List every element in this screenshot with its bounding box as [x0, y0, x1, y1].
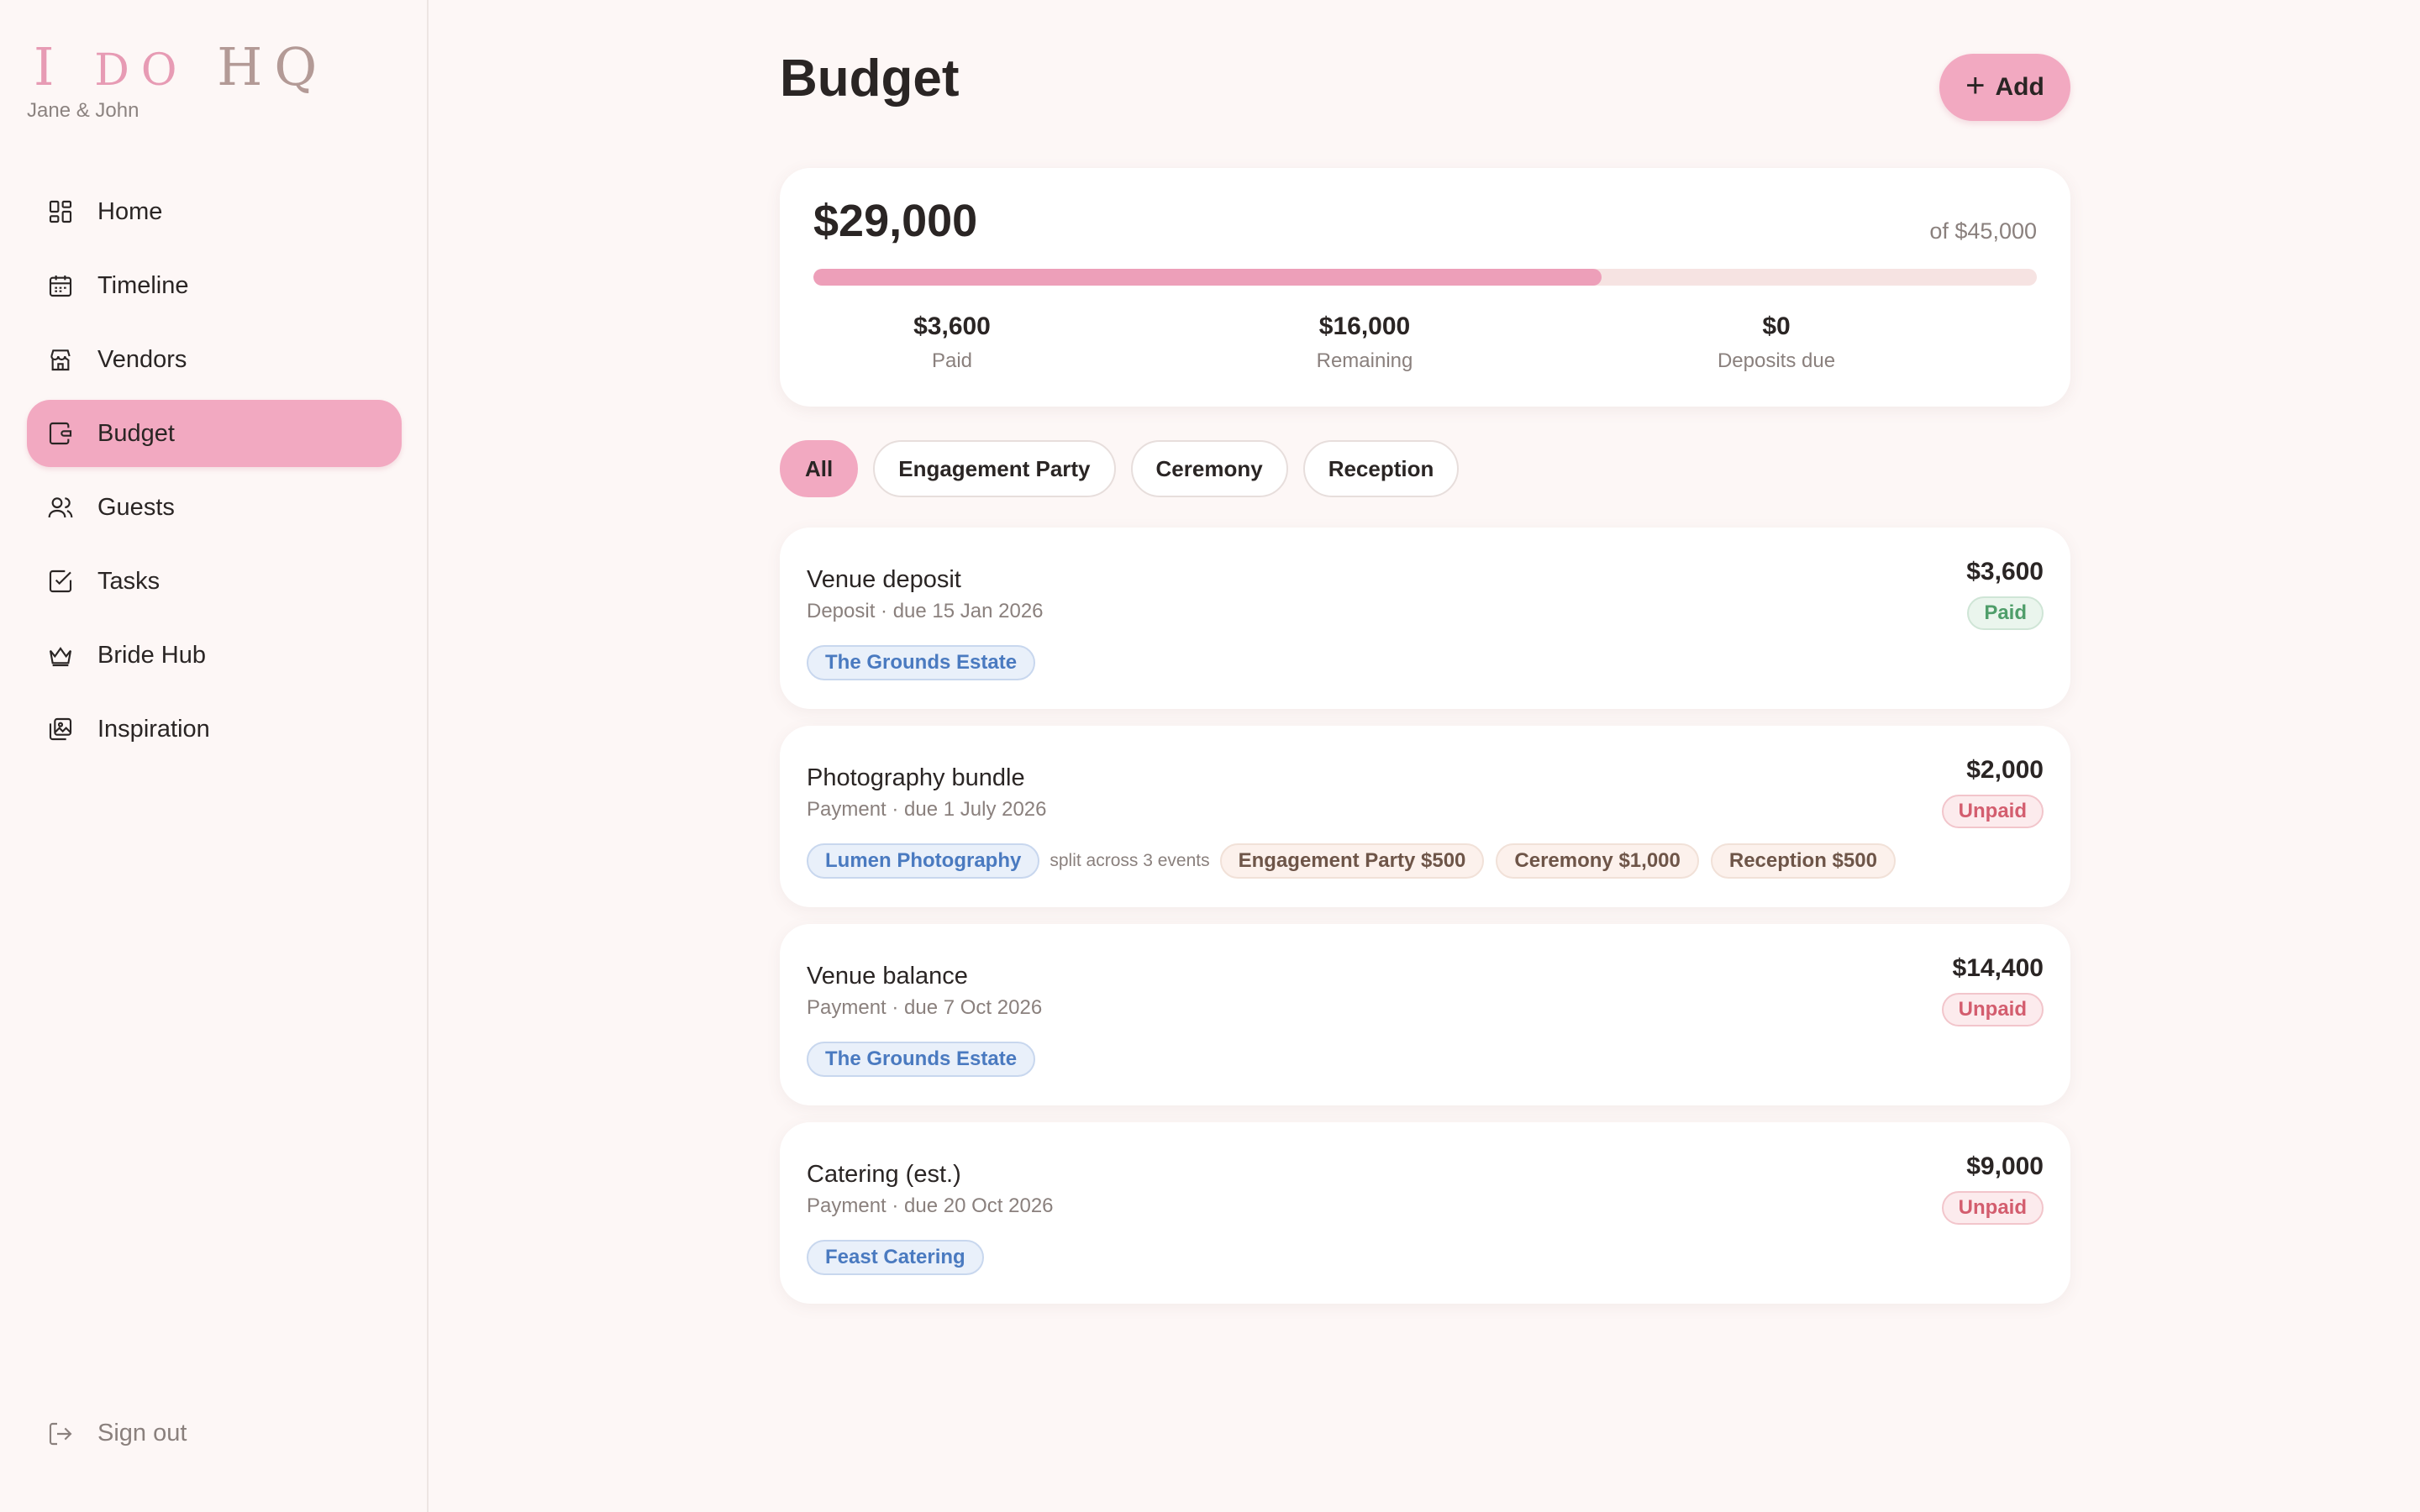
item-tags: The Grounds Estate — [807, 645, 1036, 680]
stat-value: $16,000 — [1318, 312, 1411, 340]
sidebar-item-label: Timeline — [97, 271, 189, 299]
sidebar-item-guests[interactable]: Guests — [27, 474, 402, 541]
item-subtitle: Payment · due 20 Oct 2026 — [807, 1194, 1054, 1217]
plus-icon: + — [1965, 67, 1986, 104]
logo-i: I — [34, 36, 66, 97]
event-split-tag: Engagement Party $500 — [1219, 843, 1485, 879]
status-badge: Unpaid — [1941, 1191, 2044, 1225]
item-subtitle: Deposit · due 15 Jan 2026 — [807, 600, 1044, 622]
budget-item[interactable]: Venue deposit Deposit · due 15 Jan 2026 … — [780, 528, 2070, 709]
item-tags: The Grounds Estate — [807, 1042, 1036, 1077]
stat-value: $3,600 — [913, 312, 991, 340]
budget-progress-bar — [813, 269, 2037, 286]
checkbox-icon — [47, 568, 74, 595]
stat-label: Remaining — [1316, 349, 1413, 372]
sidebar: I DO HQ Jane & John Home Timeline Vendor… — [0, 0, 429, 1512]
status-badge: Paid — [1967, 596, 2044, 630]
sidebar-item-inspiration[interactable]: Inspiration — [27, 696, 402, 763]
budget-items-list: Venue deposit Deposit · due 15 Jan 2026 … — [780, 528, 2070, 1320]
add-button[interactable]: + Add — [1939, 54, 2070, 121]
budget-limit: of $45,000 — [1929, 218, 2037, 244]
item-title: Catering (est.) — [807, 1161, 961, 1188]
calendar-icon — [47, 272, 74, 299]
sidebar-item-label: Inspiration — [97, 715, 210, 743]
budget-item[interactable]: Catering (est.) Payment · due 20 Oct 202… — [780, 1122, 2070, 1304]
budget-item[interactable]: Venue balance Payment · due 7 Oct 2026 $… — [780, 924, 2070, 1105]
sidebar-item-label: Guests — [97, 493, 175, 521]
crown-icon — [47, 642, 74, 669]
sidebar-item-label: Home — [97, 197, 163, 225]
item-tags: Feast Catering — [807, 1240, 984, 1275]
vendor-tag[interactable]: The Grounds Estate — [807, 645, 1036, 680]
event-split-tag: Ceremony $1,000 — [1496, 843, 1699, 879]
stat-value: $0 — [1762, 312, 1791, 340]
item-title: Venue balance — [807, 963, 968, 990]
item-title: Venue deposit — [807, 566, 961, 593]
add-button-label: Add — [1995, 73, 2044, 101]
sidebar-item-label: Budget — [97, 419, 175, 447]
sidebar-item-budget[interactable]: Budget — [27, 400, 402, 467]
item-tags: Lumen Photography split across 3 events … — [807, 843, 1907, 879]
item-amount: $2,000 — [1966, 756, 2044, 784]
vendor-tag[interactable]: The Grounds Estate — [807, 1042, 1036, 1077]
app-logo[interactable]: I DO HQ — [34, 34, 329, 104]
item-amount: $14,400 — [1952, 954, 2044, 982]
stat-label: Paid — [931, 349, 973, 372]
sign-out-icon — [47, 1420, 74, 1447]
split-note: split across 3 events — [1050, 851, 1210, 870]
filter-engagement-party[interactable]: Engagement Party — [873, 440, 1116, 497]
filter-reception[interactable]: Reception — [1302, 440, 1460, 497]
sign-out-label: Sign out — [97, 1420, 187, 1446]
budget-item[interactable]: Photography bundle Payment · due 1 July … — [780, 726, 2070, 907]
event-filter-tabs: All Engagement Party Ceremony Reception — [780, 440, 1474, 497]
stat-label: Deposits due — [1717, 349, 1836, 372]
item-amount: $9,000 — [1966, 1152, 2044, 1180]
stat-deposits-due: $0 Deposits due — [1650, 312, 1902, 373]
filter-all[interactable]: All — [780, 440, 859, 497]
filter-ceremony[interactable]: Ceremony — [1130, 440, 1288, 497]
item-title: Photography bundle — [807, 764, 1025, 791]
sidebar-nav: Home Timeline Vendors Budget Guests — [27, 178, 402, 769]
vendor-tag[interactable]: Feast Catering — [807, 1240, 984, 1275]
sidebar-item-tasks[interactable]: Tasks — [27, 548, 402, 615]
sidebar-item-label: Bride Hub — [97, 641, 206, 669]
sidebar-item-label: Tasks — [97, 567, 160, 595]
sidebar-item-bride-hub[interactable]: Bride Hub — [27, 622, 402, 689]
users-icon — [47, 494, 74, 521]
item-subtitle: Payment · due 1 July 2026 — [807, 798, 1047, 821]
budget-total: $29,000 — [813, 196, 978, 246]
item-subtitle: Payment · due 7 Oct 2026 — [807, 996, 1043, 1019]
couple-name: Jane & John — [27, 99, 139, 122]
event-split-tag: Reception $500 — [1710, 843, 1896, 879]
grid-icon — [47, 198, 74, 225]
status-badge: Unpaid — [1941, 993, 2044, 1026]
stat-remaining: $16,000 Remaining — [1239, 312, 1491, 373]
sidebar-item-vendors[interactable]: Vendors — [27, 326, 402, 393]
budget-summary-card: $29,000 of $45,000 $3,600 Paid $16,000 R… — [780, 168, 2070, 407]
wallet-icon — [47, 420, 74, 447]
item-amount: $3,600 — [1966, 558, 2044, 585]
sidebar-item-timeline[interactable]: Timeline — [27, 252, 402, 319]
vendor-tag[interactable]: Lumen Photography — [807, 843, 1040, 879]
sign-out-button[interactable]: Sign out — [47, 1420, 187, 1447]
sidebar-item-home[interactable]: Home — [27, 178, 402, 245]
page-title: Budget — [780, 50, 960, 108]
store-icon — [47, 346, 74, 373]
sidebar-item-label: Vendors — [97, 345, 187, 373]
stat-paid: $3,600 Paid — [826, 312, 1078, 373]
images-icon — [47, 716, 74, 743]
budget-progress-fill — [813, 269, 1602, 286]
logo-hq: HQ — [217, 36, 329, 97]
status-badge: Unpaid — [1941, 795, 2044, 828]
logo-do: DO — [94, 45, 189, 96]
